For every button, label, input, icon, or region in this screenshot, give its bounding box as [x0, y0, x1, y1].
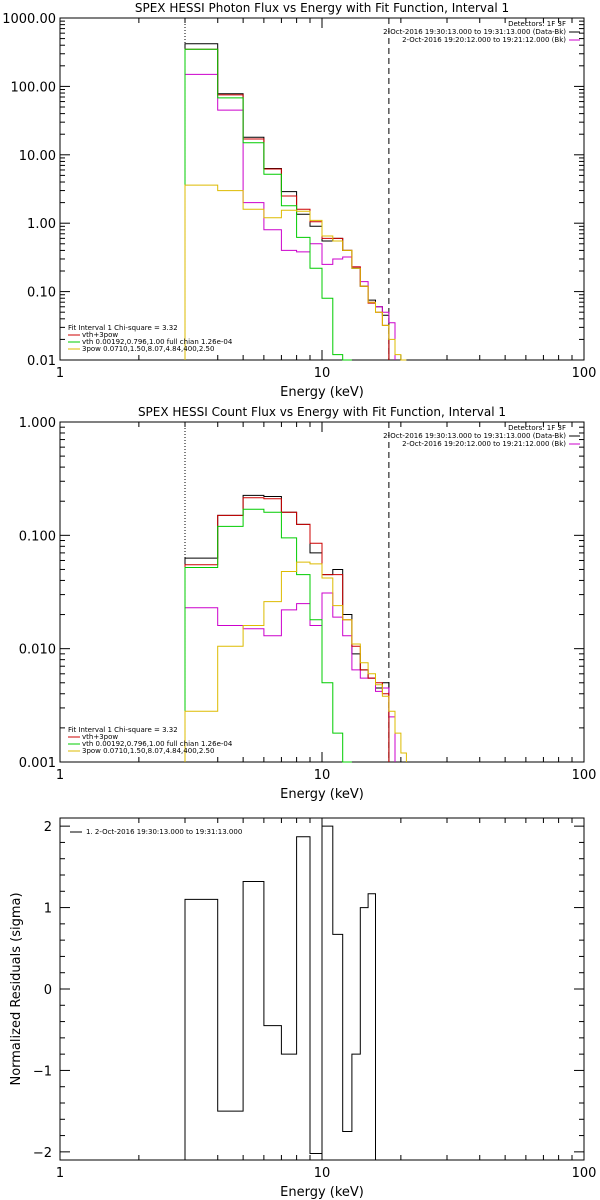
y-tick-label: 1000.00 — [2, 12, 56, 27]
x-tick-label: 1 — [56, 1166, 64, 1181]
legend-entry: Fit Interval 1 Chi-square = 3.32 — [68, 726, 178, 734]
y-tick-label: 2 — [44, 820, 52, 835]
x-tick-label: 1 — [56, 366, 64, 381]
legend-entry: vth+3pow — [82, 733, 118, 741]
chart-panel-1: SPEX HESSI Photon Flux vs Energy with Fi… — [2, 1, 596, 400]
plot-frame — [59, 17, 585, 361]
x-tick-label: 10 — [314, 768, 331, 783]
legend-residuals: 1. 2-Oct-2016 19:30:13.000 to 19:31:13.0… — [70, 828, 242, 836]
legend-entry: vth 0.00192,0.796,1.00 full chian 1.26e-… — [82, 338, 233, 346]
legend-bottom-left: Fit Interval 1 Chi-square = 3.32vth+3pow… — [68, 726, 233, 755]
x-axis-ticks: 1 10 100 — [56, 18, 597, 381]
x-axis-ticks: 1 10 100 — [56, 818, 597, 1181]
x-axis-ticks: 1 10 100 — [56, 422, 597, 783]
y-tick-label: 0.10 — [27, 286, 56, 301]
x-axis-label: Energy (keV) — [280, 1185, 364, 1200]
y-tick-label: 0 — [44, 983, 52, 998]
x-tick-label: 1 — [56, 768, 64, 783]
legend-top-right: Detectors: 1F 3F2-Oct-2016 19:30:13.000 … — [383, 20, 580, 44]
y-tick-label: 0.01 — [27, 354, 56, 369]
series-5-histogram — [184, 184, 407, 361]
y-tick-label: 0.100 — [19, 529, 56, 544]
x-axis-label: Energy (keV) — [280, 787, 364, 802]
y-axis-ticks: 0.001 0.010 0.100 1.000 — [19, 416, 584, 771]
series-2-histogram — [184, 592, 396, 762]
y-axis-label: Normalized Residuals (sigma) — [9, 892, 24, 1085]
y-axis-ticks: 0.01 0.10 1.00 10.00 100.00 1000.00 — [2, 12, 584, 369]
x-tick-label: 10 — [314, 366, 331, 381]
x-axis-label: Energy (keV) — [280, 385, 364, 400]
plot-frame — [59, 421, 585, 763]
y-tick-label: 10.00 — [19, 149, 56, 164]
legend-entry: vth+3pow — [82, 331, 118, 339]
legend-entry: Detectors: 1F 3F — [508, 20, 566, 28]
x-tick-label: 10 — [314, 1166, 331, 1181]
chart-panel-2: SPEX HESSI Count Flux vs Energy with Fit… — [19, 405, 597, 802]
y-tick-label: 0.010 — [19, 643, 56, 658]
legend-entry: 2-Oct-2016 19:20:12.000 to 19:21:12.000 … — [402, 36, 566, 44]
legend-entry: 3pow 0.0710,1.50,8.07,4.84,400,2.50 — [82, 345, 214, 353]
series-1-histogram — [184, 825, 376, 1160]
y-tick-label: −2 — [33, 1146, 52, 1161]
series-2-histogram — [184, 73, 396, 360]
chart-title: SPEX HESSI Count Flux vs Energy with Fit… — [138, 405, 506, 419]
series-3-histogram — [184, 497, 390, 762]
series-3-histogram — [184, 48, 390, 360]
series-4-histogram — [184, 508, 352, 763]
y-tick-label: 0.001 — [19, 756, 56, 771]
x-tick-label: 100 — [572, 366, 597, 381]
legend-entry: 2-Oct-2016 19:30:13.000 to 19:31:13.000 … — [383, 432, 566, 440]
chart-title: SPEX HESSI Photon Flux vs Energy with Fi… — [135, 1, 509, 15]
y-axis-ticks: −2 −1 0 1 2 — [33, 820, 584, 1161]
series-1-histogram — [184, 494, 390, 762]
legend-entry: Fit Interval 1 Chi-square = 3.32 — [68, 324, 178, 332]
y-tick-label: 1 — [44, 902, 52, 917]
y-tick-label: 100.00 — [11, 80, 57, 95]
legend-entry: Detectors: 1F 3F — [508, 424, 566, 432]
legend-bottom-left: Fit Interval 1 Chi-square = 3.32vth+3pow… — [68, 324, 233, 353]
series-1-histogram — [184, 43, 390, 360]
legend-entry: 1. 2-Oct-2016 19:30:13.000 to 19:31:13.0… — [86, 828, 242, 836]
chart-panel-3: 1 10 100 −2 −1 0 1 2 Energy (keV) Normalized Resi… — [9, 817, 597, 1200]
x-tick-label: 100 — [572, 1166, 597, 1181]
series-5-histogram — [184, 561, 407, 762]
legend-top-right: Detectors: 1F 3F2-Oct-2016 19:30:13.000 … — [383, 424, 580, 448]
series-4-histogram — [184, 48, 352, 361]
legend-entry: 2-Oct-2016 19:20:12.000 to 19:21:12.000 … — [402, 440, 566, 448]
y-tick-label: −1 — [33, 1064, 52, 1079]
x-tick-label: 100 — [572, 768, 597, 783]
y-tick-label: 1.000 — [19, 416, 56, 431]
legend-entry: vth 0.00192,0.796,1.00 full chian 1.26e-… — [82, 740, 233, 748]
y-tick-label: 1.00 — [27, 217, 56, 232]
legend-entry: 2-Oct-2016 19:30:13.000 to 19:31:13.000 … — [383, 28, 566, 36]
legend-entry: 3pow 0.0710,1.50,8.07,4.84,400,2.50 — [82, 747, 214, 755]
